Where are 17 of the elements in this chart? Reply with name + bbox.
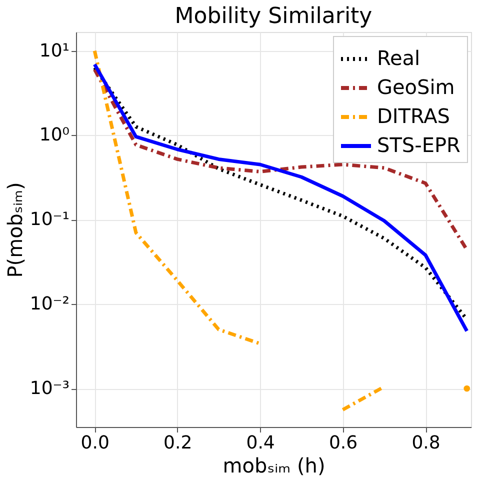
x-tick-label: 0.6	[328, 432, 358, 454]
x-axis-title: mobₛᵢₘ (h)	[222, 454, 326, 478]
y-tick-label: 10⁻³	[30, 378, 70, 400]
y-tick-label: 10⁻²	[30, 294, 70, 315]
legend-label: GeoSim	[377, 75, 455, 99]
x-tick-label: 0.8	[412, 432, 440, 454]
chart-title: Mobility Similarity	[174, 4, 372, 29]
legend-label: DITRAS	[377, 104, 450, 128]
x-tick-label: 0.0	[80, 432, 110, 454]
x-tick-label: 0.2	[164, 432, 192, 454]
y-tick-label: 10⁰	[39, 124, 70, 146]
legend-label: Real	[377, 46, 420, 70]
y-tick-label: 10¹	[39, 40, 70, 62]
legend-label: STS-EPR	[377, 133, 461, 157]
x-tick-label: 0.4	[246, 432, 275, 454]
y-axis-title: P(mobₛᵢₘ)	[2, 182, 27, 278]
y-tick-label: 10⁻¹	[30, 209, 70, 230]
